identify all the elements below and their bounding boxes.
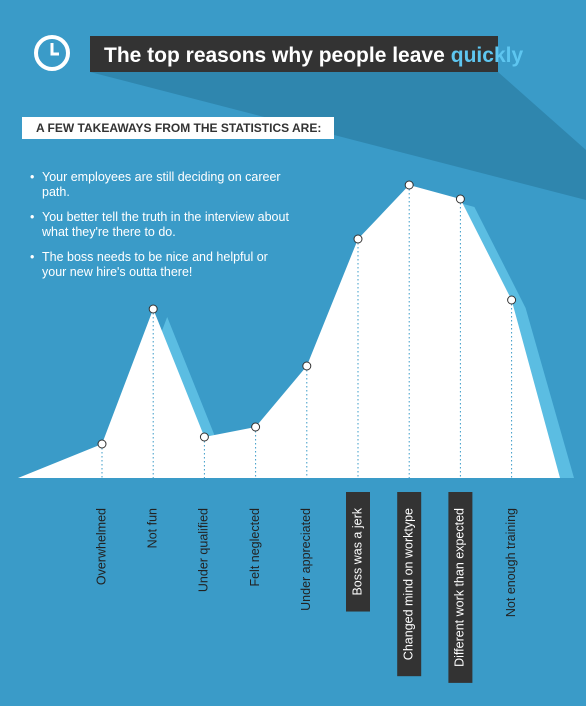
data-point [302,361,312,371]
title-box [90,36,498,72]
takeaway: You better tell the truth in the intervi… [30,210,290,240]
label-highlight [397,492,422,677]
takeaway: Your employees are still deciding on car… [30,170,290,200]
chart-subtitle: A FEW TAKEAWAYS FROM THE STATISTICS ARE: [36,121,321,135]
x-tick-label: Not enough training [504,508,518,617]
title-text: The top reasons why people leave [104,44,445,67]
data-point [455,194,465,204]
x-tick-label: Boss was a jerk [350,507,364,595]
x-tick-label: Felt neglected [248,508,262,587]
area [18,185,560,478]
subtitle-box [22,117,334,139]
clock-hands [50,43,59,56]
data-point [97,439,107,449]
data-point [199,432,209,442]
data-point [353,234,363,244]
data-point [507,295,517,305]
chart-title: The top reasons why people leave quickly [104,44,523,67]
x-tick-label: Changed mind on worktype [401,508,415,660]
x-tick-label: Different work than expected [453,508,467,667]
x-tick-label: Under appreciated [299,508,313,611]
data-point [404,180,414,190]
data-point [251,422,261,432]
clock-icon [34,35,70,71]
takeaways: Your employees are still deciding on car… [30,170,290,290]
plot: Overwhelmed Not fun Under qualified Felt ne… [18,180,574,683]
title-highlight: quickly [451,44,524,67]
data-point [148,304,158,314]
x-tick-label: Under qualified [197,508,211,592]
x-tick-label: Not fun [145,508,159,548]
label-highlight [448,492,473,683]
x-tick-label: Overwhelmed [94,508,108,585]
takeaway: The boss needs to be nice and helpful or… [30,250,290,280]
label-highlight [346,492,370,612]
title-shadow [90,72,586,200]
